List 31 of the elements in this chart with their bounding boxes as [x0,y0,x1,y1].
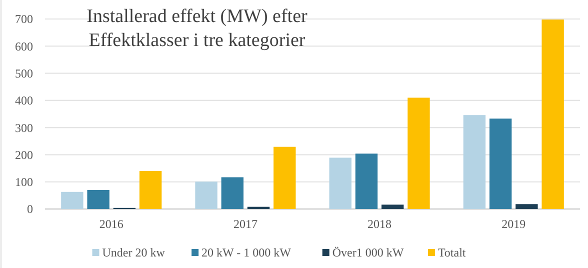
bar [195,182,218,209]
x-tick-label: 2017 [233,217,258,231]
bar [87,190,110,209]
bar [489,118,512,209]
bar [382,204,404,209]
legend-label: 20 kW - 1 000 kW [202,246,292,260]
x-tick-label: 2016 [99,217,124,231]
x-tick-label: 2018 [368,217,392,231]
bar [61,192,84,209]
bar [408,98,430,209]
y-tick-label: 600 [15,39,33,54]
bar [355,154,378,209]
y-tick-label: 400 [15,94,33,108]
legend-label: Över1 000 kW [332,246,404,260]
bar [329,158,352,209]
bar [542,20,564,209]
y-tick-label: 300 [15,120,33,135]
y-tick-label: 100 [15,175,33,190]
x-tick-label: 2019 [502,217,526,231]
y-tick-label: 500 [15,66,33,80]
chart-title: Installerad effekt (MW) efter Effektklasser i tre kategorier [86,6,308,51]
legend-label: Under 20 kw [102,246,166,260]
legend-label: Totalt [438,246,466,260]
bar [463,115,486,209]
bar [516,204,538,209]
bar [274,146,296,209]
y-tick-label: 0 [27,202,33,216]
bar [139,171,162,209]
bar [221,177,244,209]
y-tick-label: 200 [15,148,33,162]
y-tick-label: 700 [15,12,33,26]
